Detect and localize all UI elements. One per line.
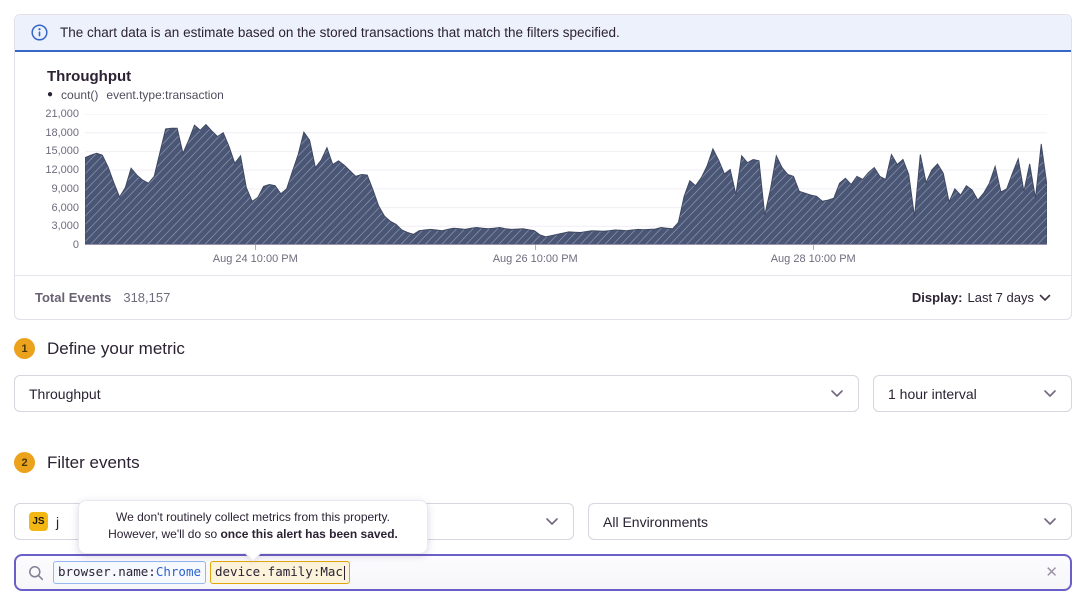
y-tick-label: 18,000	[45, 126, 79, 139]
display-value: Last 7 days	[967, 290, 1035, 305]
plot-wrap: 0 3,000 6,000 9,000 12,000 15,000 18,000 21,000	[27, 108, 1059, 251]
project-select-value: j	[56, 513, 60, 530]
step-1-badge: 1	[14, 338, 35, 359]
interval-select[interactable]: 1 hour interval	[873, 375, 1072, 412]
x-tick-label: Aug 24 10:00 PM	[212, 253, 298, 265]
search-token-device-family[interactable]: device.family: Mac	[210, 561, 350, 584]
legend-filter-label: event.type:transaction	[106, 88, 224, 102]
total-events-label: Total Events	[35, 290, 112, 305]
filter-events-heading: Filter events	[47, 452, 140, 472]
search-icon	[29, 565, 44, 580]
info-banner: The chart data is an estimate based on t…	[15, 15, 1071, 52]
legend-dot-icon: ●	[47, 89, 54, 100]
chart-title: Throughput	[47, 68, 132, 85]
chevron-down-icon	[831, 390, 843, 397]
y-tick-label: 6,000	[51, 201, 79, 214]
x-axis: Aug 24 10:00 PM Aug 26 10:00 PM Aug 28 10:…	[85, 245, 1047, 275]
x-tick-label: Aug 26 10:00 PM	[492, 253, 578, 265]
step-2-badge: 2	[14, 452, 35, 473]
chevron-down-icon	[1044, 390, 1056, 397]
tooltip-line1: We don't routinely collect metrics from …	[116, 510, 390, 524]
legend-series-label: count()	[61, 88, 99, 102]
section-define-metric: 1 Define your metric	[14, 338, 1072, 359]
token-value: Chrome	[155, 564, 201, 580]
environment-select[interactable]: All Environments	[588, 503, 1072, 540]
filter-search-input[interactable]: browser.name: Chrome device.family: Mac ✕	[14, 554, 1072, 591]
chevron-down-icon	[1044, 518, 1056, 525]
info-icon	[31, 24, 48, 41]
interval-select-value: 1 hour interval	[888, 385, 977, 402]
y-tick-label: 12,000	[45, 164, 79, 177]
throughput-chart	[85, 114, 1047, 245]
section-filter-events: 2 Filter events	[14, 452, 1072, 473]
metric-select-value: Throughput	[29, 385, 101, 402]
display-period-dropdown[interactable]: Display: Last 7 days	[912, 290, 1051, 305]
token-key: browser.name:	[58, 564, 156, 580]
total-events-value: 318,157	[123, 290, 171, 305]
y-tick-label: 3,000	[51, 220, 79, 233]
define-metric-heading: Define your metric	[47, 338, 185, 358]
environment-select-value: All Environments	[603, 513, 709, 530]
tooltip-line2-bold: once this alert has been saved.	[220, 527, 398, 542]
y-axis-labels: 0 3,000 6,000 9,000 12,000 15,000 18,000 21,000	[27, 108, 85, 251]
javascript-platform-icon: JS	[29, 512, 48, 531]
search-tokens[interactable]: browser.name: Chrome device.family: Mac	[53, 561, 1036, 584]
x-tick-mark	[255, 245, 257, 250]
display-label: Display:	[911, 290, 963, 305]
chevron-down-icon	[546, 518, 558, 525]
metric-row: Throughput 1 hour interval	[14, 375, 1072, 412]
chevron-down-icon	[1039, 294, 1051, 301]
info-banner-text: The chart data is an estimate based on t…	[60, 25, 620, 40]
token-value: Mac	[320, 564, 343, 580]
metric-select[interactable]: Throughput	[14, 375, 859, 412]
search-token-browser-name[interactable]: browser.name: Chrome	[53, 561, 206, 584]
token-key: device.family:	[215, 564, 321, 580]
clear-search-icon[interactable]: ✕	[1045, 564, 1058, 581]
x-tick-label: Aug 28 10:00 PM	[770, 253, 856, 265]
y-tick-label: 9,000	[51, 182, 79, 195]
total-events: Total Events 318,157	[35, 290, 170, 305]
x-tick-mark	[535, 245, 537, 250]
x-tick-mark	[813, 245, 815, 250]
tooltip-line2: However, we'll do so	[108, 527, 221, 542]
metrics-tooltip: We don't routinely collect metrics from …	[78, 500, 428, 554]
area-chart-svg	[85, 114, 1047, 245]
y-tick-label: 15,000	[45, 145, 79, 158]
filter-row: JS j All Environments We don't routinely…	[14, 500, 1072, 554]
chart-footer: Total Events 318,157 Display: Last 7 day…	[15, 275, 1071, 319]
y-tick-label: 0	[72, 239, 79, 251]
chart-block: Throughput ● count() event.type:transact…	[15, 52, 1071, 275]
y-tick-label: 21,000	[45, 108, 79, 120]
chart-panel: The chart data is an estimate based on t…	[14, 14, 1072, 320]
text-caret	[343, 565, 345, 580]
chart-legend: ● count() event.type:transaction	[27, 88, 1059, 102]
